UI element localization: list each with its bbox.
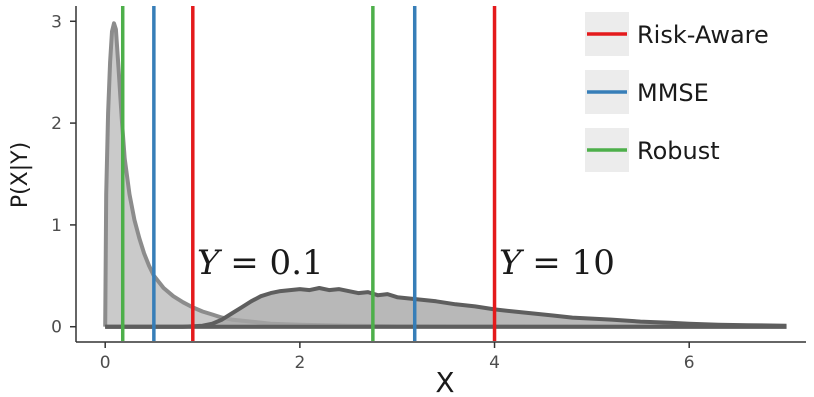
x-tick-label: 2 bbox=[294, 353, 305, 373]
y-tick-label: 1 bbox=[51, 216, 62, 236]
legend-label: Risk-Aware bbox=[637, 21, 769, 49]
y-tick-label: 3 bbox=[51, 12, 62, 32]
axes: 0 2 4 6 0 1 2 3 bbox=[51, 6, 806, 373]
x-axis-label: X bbox=[435, 366, 454, 397]
x-tick-label: 0 bbox=[100, 353, 111, 373]
x-tick-label: 6 bbox=[684, 353, 695, 373]
legend-label: MMSE bbox=[637, 79, 709, 107]
estimate-lines bbox=[120, 6, 497, 341]
legend: Risk-Aware MMSE Robust bbox=[585, 12, 769, 172]
y-tick-label: 2 bbox=[51, 114, 62, 134]
density-areas bbox=[103, 21, 787, 329]
legend-label: Robust bbox=[637, 137, 720, 165]
density-fill-2 bbox=[105, 288, 787, 327]
annotations: Y = 0.1 Y = 10 bbox=[197, 243, 615, 283]
density-annotation-2: Y = 10 bbox=[499, 243, 615, 283]
density-annotation-1: Y = 0.1 bbox=[197, 243, 324, 283]
x-tick-label: 4 bbox=[489, 353, 500, 373]
y-axis-label: P(X|Y) bbox=[8, 142, 33, 208]
y-tick-label: 0 bbox=[51, 318, 62, 338]
